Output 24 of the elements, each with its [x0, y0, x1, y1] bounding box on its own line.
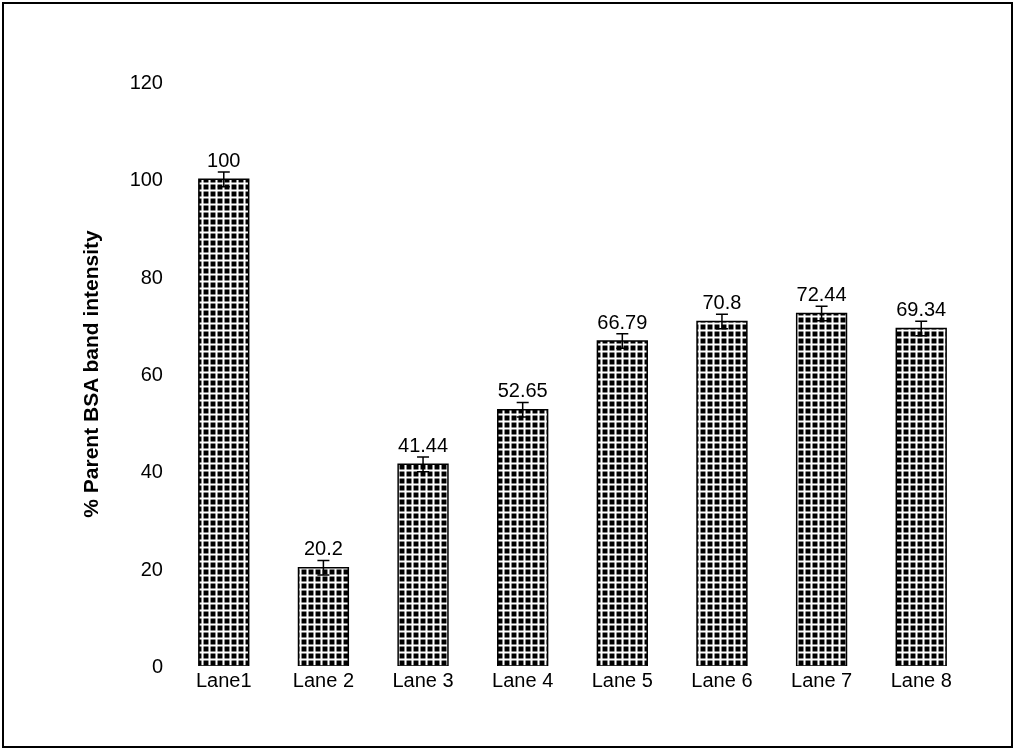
x-tick-label: Lane 2 [292, 669, 354, 691]
data-label: 41.44 [398, 434, 449, 457]
x-tick-label: Lane 5 [591, 669, 653, 691]
x-tick-label: Lane 4 [492, 669, 554, 691]
x-tick-label: Lane1 [195, 669, 252, 691]
x-tick-label: Lane 6 [691, 669, 753, 691]
y-tick-label: 120 [129, 71, 163, 93]
data-label: 70.8 [702, 291, 742, 314]
data-label: 72.44 [796, 283, 847, 306]
data-label: 69.34 [896, 298, 947, 321]
y-tick-label: 40 [140, 460, 163, 483]
y-tick-label: 20 [140, 557, 163, 580]
x-tick-label: Lane 7 [791, 669, 853, 691]
data-label: 100 [207, 149, 241, 172]
data-label: 66.79 [597, 310, 648, 333]
y-tick-label: 80 [140, 265, 163, 288]
data-label: 20.2 [303, 537, 343, 560]
data-label: 52.65 [497, 379, 548, 402]
x-tick-label: Lane 3 [392, 669, 454, 691]
y-axis-title: % Parent BSA band intensity [78, 229, 102, 518]
y-tick-label: 100 [129, 168, 163, 191]
y-tick-label: 60 [140, 363, 163, 385]
y-tick-label: 0 [151, 655, 163, 677]
x-tick-label: Lane 8 [890, 669, 952, 691]
